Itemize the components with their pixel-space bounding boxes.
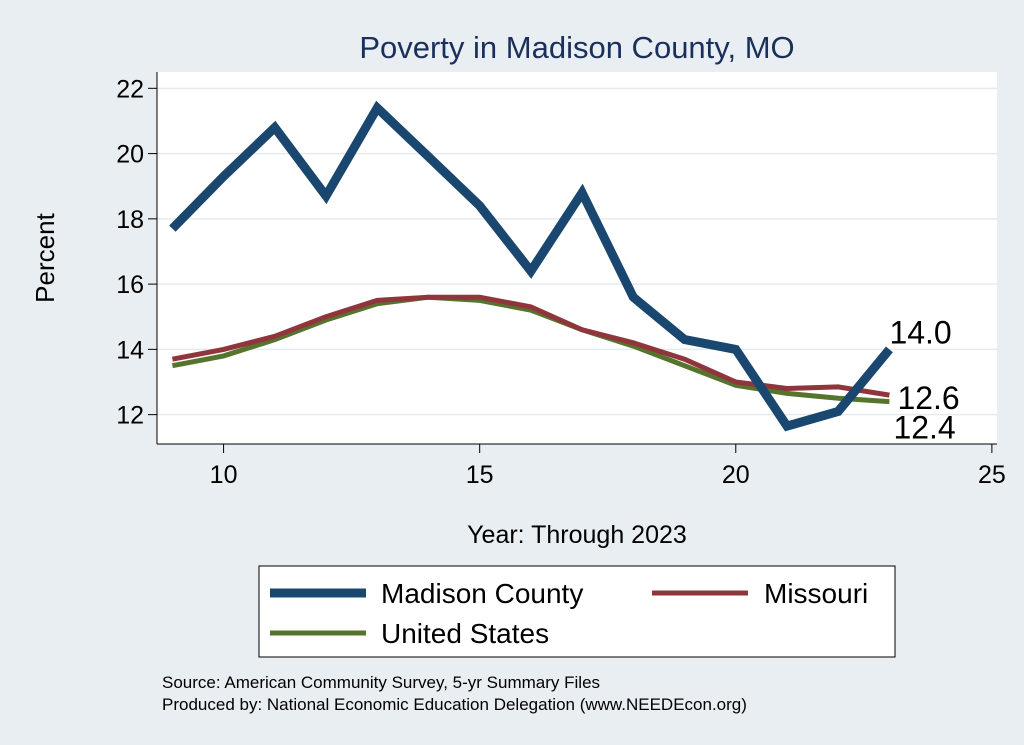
y-tick-label-22: 22 — [116, 75, 144, 103]
series-lines — [169, 100, 893, 432]
y-tick-label-12: 12 — [116, 402, 144, 430]
end-label-united-states: 12.4 — [893, 410, 955, 446]
plot-area — [157, 72, 997, 444]
end-label-madison-county: 14.0 — [889, 314, 951, 350]
legend-label-missouri: Missouri — [764, 578, 868, 609]
chart-title: Poverty in Madison County, MO — [359, 30, 794, 65]
series-line-madison-county — [169, 100, 893, 432]
y-ticks: 12 14 16 18 20 22 — [116, 75, 157, 430]
y-tick-label-18: 18 — [116, 206, 144, 234]
x-tick-label-10: 10 — [210, 461, 238, 489]
legend-label-madison-county: Madison County — [381, 578, 583, 609]
series-line-missouri — [171, 294, 890, 398]
gridlines — [157, 87, 997, 416]
y-tick-label-14: 14 — [116, 336, 144, 364]
legend-label-united-states: United States — [381, 618, 549, 649]
end-labels: 14.0 12.612.4 — [889, 314, 959, 445]
x-ticks: 10 15 20 25 — [210, 444, 1006, 489]
source-note: Source: American Community Survey, 5-yr … — [162, 673, 600, 692]
series-line-united-states — [171, 294, 890, 405]
y-tick-label-20: 20 — [116, 141, 144, 169]
x-tick-label-20: 20 — [722, 461, 750, 489]
x-axis-label: Year: Through 2023 — [467, 521, 687, 549]
producer-note: Produced by: National Economic Education… — [162, 695, 747, 714]
x-tick-label-25: 25 — [978, 461, 1006, 489]
legend: Madison County Missouri United States — [258, 565, 896, 658]
y-tick-label-16: 16 — [116, 271, 144, 299]
legend-box — [258, 565, 896, 658]
end-label-missouri: 12.6 — [897, 380, 959, 416]
x-tick-label-15: 15 — [466, 461, 494, 489]
y-axis-label: Percent — [30, 212, 60, 302]
